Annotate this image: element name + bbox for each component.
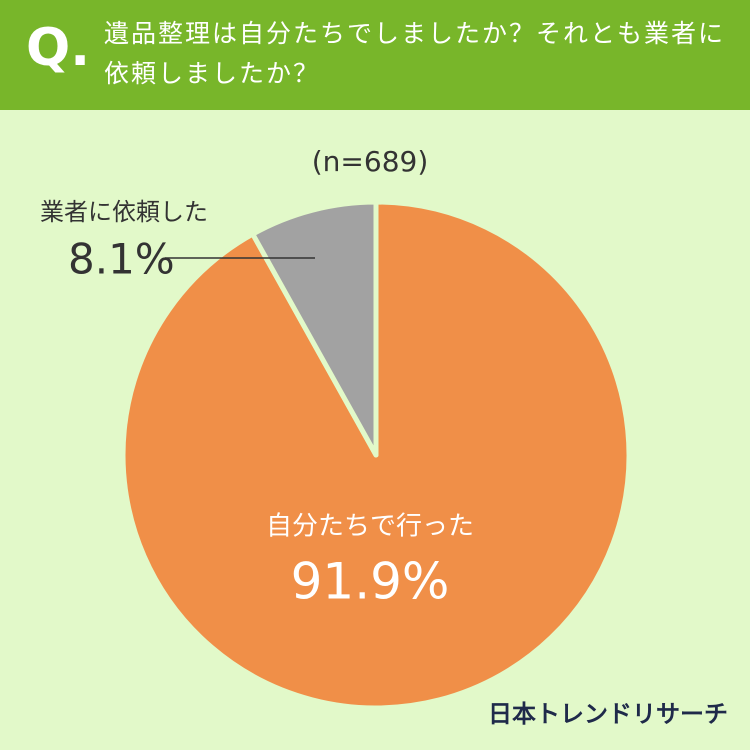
category-label: 業者に依頼した [40,198,208,226]
q-icon: Q. [26,18,90,78]
pie-slice [250,199,379,458]
category-label: 自分たちで行った [266,512,474,542]
header: Q. 遺品整理は自分たちでしましたか？それとも業者に依頼しましたか？ [0,0,750,110]
question-title: 遺品整理は自分たちでしましたか？それとも業者に依頼しましたか？ [104,19,726,88]
brand: 日本トレンドリサーチ [488,700,728,728]
value-label: 8.1% [68,235,175,284]
sample-size: (n=689) [312,145,429,178]
value-label: 91.9% [291,553,450,611]
